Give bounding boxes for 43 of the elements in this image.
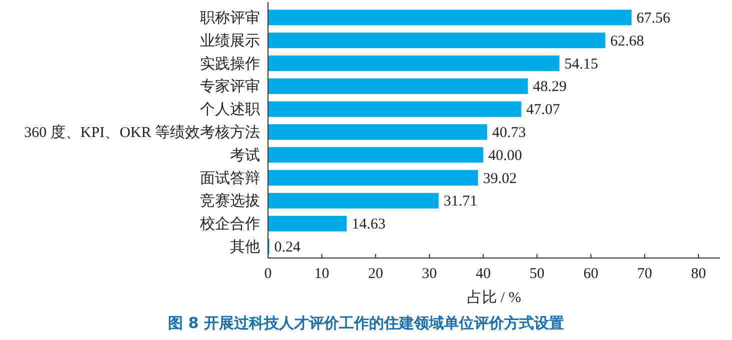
data-label: 67.56 <box>636 10 671 26</box>
x-tick-label: 40 <box>476 266 491 282</box>
data-label: 14.63 <box>352 216 386 233</box>
y-tick-label: 面试答辩 <box>200 170 260 187</box>
x-tick-label: 70 <box>637 266 652 282</box>
data-label: 47.07 <box>526 102 561 118</box>
data-label: 48.29 <box>532 79 567 96</box>
data-label: 31.71 <box>444 194 478 210</box>
y-tick-label: 业绩展示 <box>200 32 260 50</box>
bar <box>268 32 606 48</box>
y-tick-label: 个人述职 <box>200 101 260 118</box>
bar <box>268 170 478 186</box>
x-tick-label: 10 <box>314 266 330 282</box>
data-label: 40.73 <box>492 125 526 141</box>
data-label: 54.15 <box>564 56 598 72</box>
y-tick-label: 竞赛选拔 <box>200 192 260 210</box>
y-tick-label: 实践操作 <box>200 55 260 72</box>
data-label: 39.02 <box>482 170 517 187</box>
bar <box>268 101 522 117</box>
x-tick-label: 60 <box>583 266 598 282</box>
y-tick-label: 校企合作 <box>199 216 260 233</box>
data-label: 62.68 <box>610 33 644 50</box>
bar <box>268 55 560 72</box>
bar <box>268 216 347 232</box>
x-axis-title: 占比 / % <box>466 289 522 306</box>
x-tick-label: 50 <box>530 266 545 282</box>
text: 图 8 开展过科技人才评价工作的住建领域单位评价方式设置 <box>168 314 564 332</box>
y-tick-label: 专家评审 <box>200 78 260 96</box>
y-tick-label: 其他 <box>230 238 260 256</box>
x-tick-label: 0 <box>264 266 272 282</box>
bar <box>268 78 528 94</box>
bar <box>268 10 632 26</box>
y-tick-label: 职称评审 <box>200 9 260 26</box>
data-label: 0.24 <box>274 240 302 256</box>
data-label: 40.00 <box>488 148 522 164</box>
x-tick-label: 30 <box>422 266 437 282</box>
y-tick-label: 360 度、KPI、OKR 等绩效考核方法 <box>24 124 260 141</box>
y-tick-label: 考试 <box>230 146 260 164</box>
bar <box>268 147 484 163</box>
bar <box>268 192 439 209</box>
x-tick-label: 80 <box>690 266 706 282</box>
x-tick-label: 20 <box>368 266 384 282</box>
bar <box>268 124 488 140</box>
